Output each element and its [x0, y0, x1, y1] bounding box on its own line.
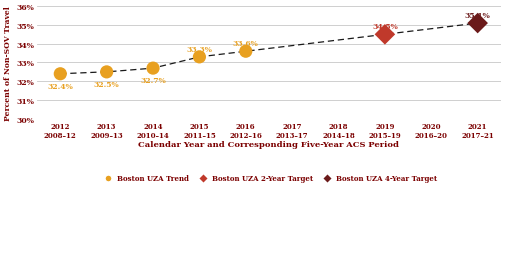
- X-axis label: Calendar Year and Corresponding Five-Year ACS Period: Calendar Year and Corresponding Five-Yea…: [138, 141, 399, 149]
- Point: [242, 50, 250, 54]
- Point: [149, 67, 157, 71]
- Legend: Boston UZA Trend, Boston UZA 2-Year Target, Boston UZA 4-Year Target: Boston UZA Trend, Boston UZA 2-Year Targ…: [98, 172, 440, 185]
- Text: 35.1%: 35.1%: [465, 12, 490, 20]
- Point: [56, 72, 64, 76]
- Point: [474, 22, 482, 26]
- Point: [381, 33, 389, 37]
- Text: 32.4%: 32.4%: [47, 82, 73, 90]
- Point: [195, 56, 204, 60]
- Text: 32.5%: 32.5%: [94, 81, 120, 88]
- Point: [103, 71, 111, 75]
- Text: 33.6%: 33.6%: [233, 40, 259, 48]
- Text: 33.3%: 33.3%: [186, 45, 213, 54]
- Text: 34.5%: 34.5%: [372, 23, 398, 31]
- Text: 32.7%: 32.7%: [140, 77, 166, 85]
- Y-axis label: Percent of Non-SOV Travel: Percent of Non-SOV Travel: [4, 6, 12, 120]
